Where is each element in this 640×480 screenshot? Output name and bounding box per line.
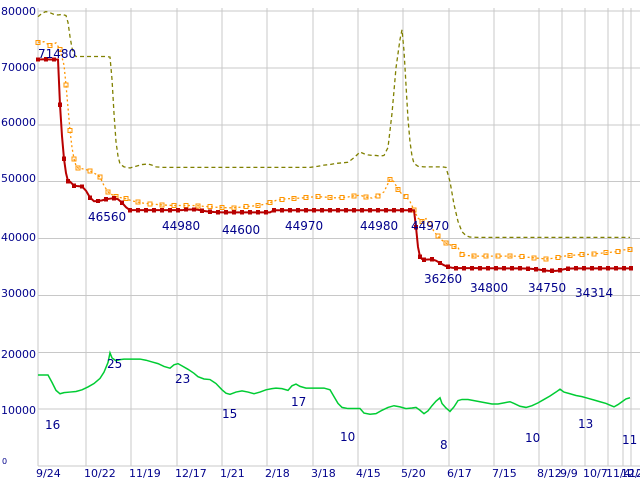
x-axis-tick-label: 7/15 bbox=[492, 467, 517, 480]
x-axis-tick-label: 11/4 bbox=[606, 467, 631, 480]
y-axis-zero-label: 0 bbox=[2, 457, 8, 466]
y-axis-tick-label: 80000 bbox=[1, 5, 36, 18]
data-point-label: 16 bbox=[45, 418, 61, 432]
y-axis-tick-label: 30000 bbox=[1, 287, 36, 300]
data-point-label: 17 bbox=[291, 395, 307, 409]
y-axis-tick-label: 50000 bbox=[1, 172, 36, 185]
data-point-label: 36260 bbox=[424, 272, 463, 286]
data-point-label: 46560 bbox=[88, 210, 127, 224]
grid-lines bbox=[37, 8, 640, 467]
x-axis-tick-label: 5/20 bbox=[401, 467, 426, 480]
series-price-high bbox=[37, 10, 630, 239]
x-axis-tick-label: 8/12 bbox=[537, 467, 562, 480]
y-axis-tick-label: 40000 bbox=[1, 231, 36, 244]
data-point-label: 23 bbox=[175, 372, 191, 386]
data-point-label: 13 bbox=[578, 417, 594, 431]
x-axis-tick-label: 4/15 bbox=[356, 467, 381, 480]
data-point-label: 34750 bbox=[528, 281, 567, 295]
series-price-secondary bbox=[35, 39, 633, 262]
series-volume-count bbox=[38, 350, 631, 415]
x-axis-tick-label: 1/21 bbox=[220, 467, 245, 480]
data-point-label: 25 bbox=[107, 357, 123, 371]
data-point-label: 71480 bbox=[38, 47, 77, 61]
data-point-label: 10 bbox=[525, 431, 541, 445]
data-point-label: 34800 bbox=[470, 281, 509, 295]
x-axis-tick-label: 11/19 bbox=[129, 467, 161, 480]
data-point-label: 44980 bbox=[360, 219, 399, 233]
x-axis-tick-label: 12/9 bbox=[629, 467, 640, 480]
data-point-label: 34314 bbox=[575, 286, 614, 300]
y-axis-tick-label: 10000 bbox=[1, 404, 36, 417]
data-point-label: 8 bbox=[440, 438, 448, 452]
x-axis-tick-label: 6/17 bbox=[447, 467, 472, 480]
x-axis-tick-label: 12/2 bbox=[621, 467, 640, 480]
series-price-main bbox=[35, 57, 634, 274]
data-point-label: 11 bbox=[622, 433, 638, 447]
x-axis-tick-label: 10/7 bbox=[583, 467, 608, 480]
data-point-label: 44600 bbox=[222, 223, 261, 237]
y-axis-tick-label: 60000 bbox=[1, 116, 36, 129]
x-axis-tick-label: 10/22 bbox=[84, 467, 116, 480]
x-axis-tick-label: 2/18 bbox=[265, 467, 290, 480]
data-point-label: 15 bbox=[222, 407, 238, 421]
y-axis-tick-label: 70000 bbox=[1, 61, 36, 74]
data-point-label: 44970 bbox=[411, 219, 450, 233]
x-axis-tick-label: 3/18 bbox=[311, 467, 336, 480]
data-point-label: 44980 bbox=[162, 219, 201, 233]
data-point-label: 10 bbox=[340, 430, 356, 444]
x-axis-tick-label: 9/24 bbox=[36, 467, 61, 480]
x-axis-tick-label: 12/17 bbox=[175, 467, 207, 480]
y-axis-tick-label: 20000 bbox=[1, 348, 36, 361]
data-point-label: 44970 bbox=[285, 219, 324, 233]
x-axis-tick-label: 9/9 bbox=[560, 467, 578, 480]
